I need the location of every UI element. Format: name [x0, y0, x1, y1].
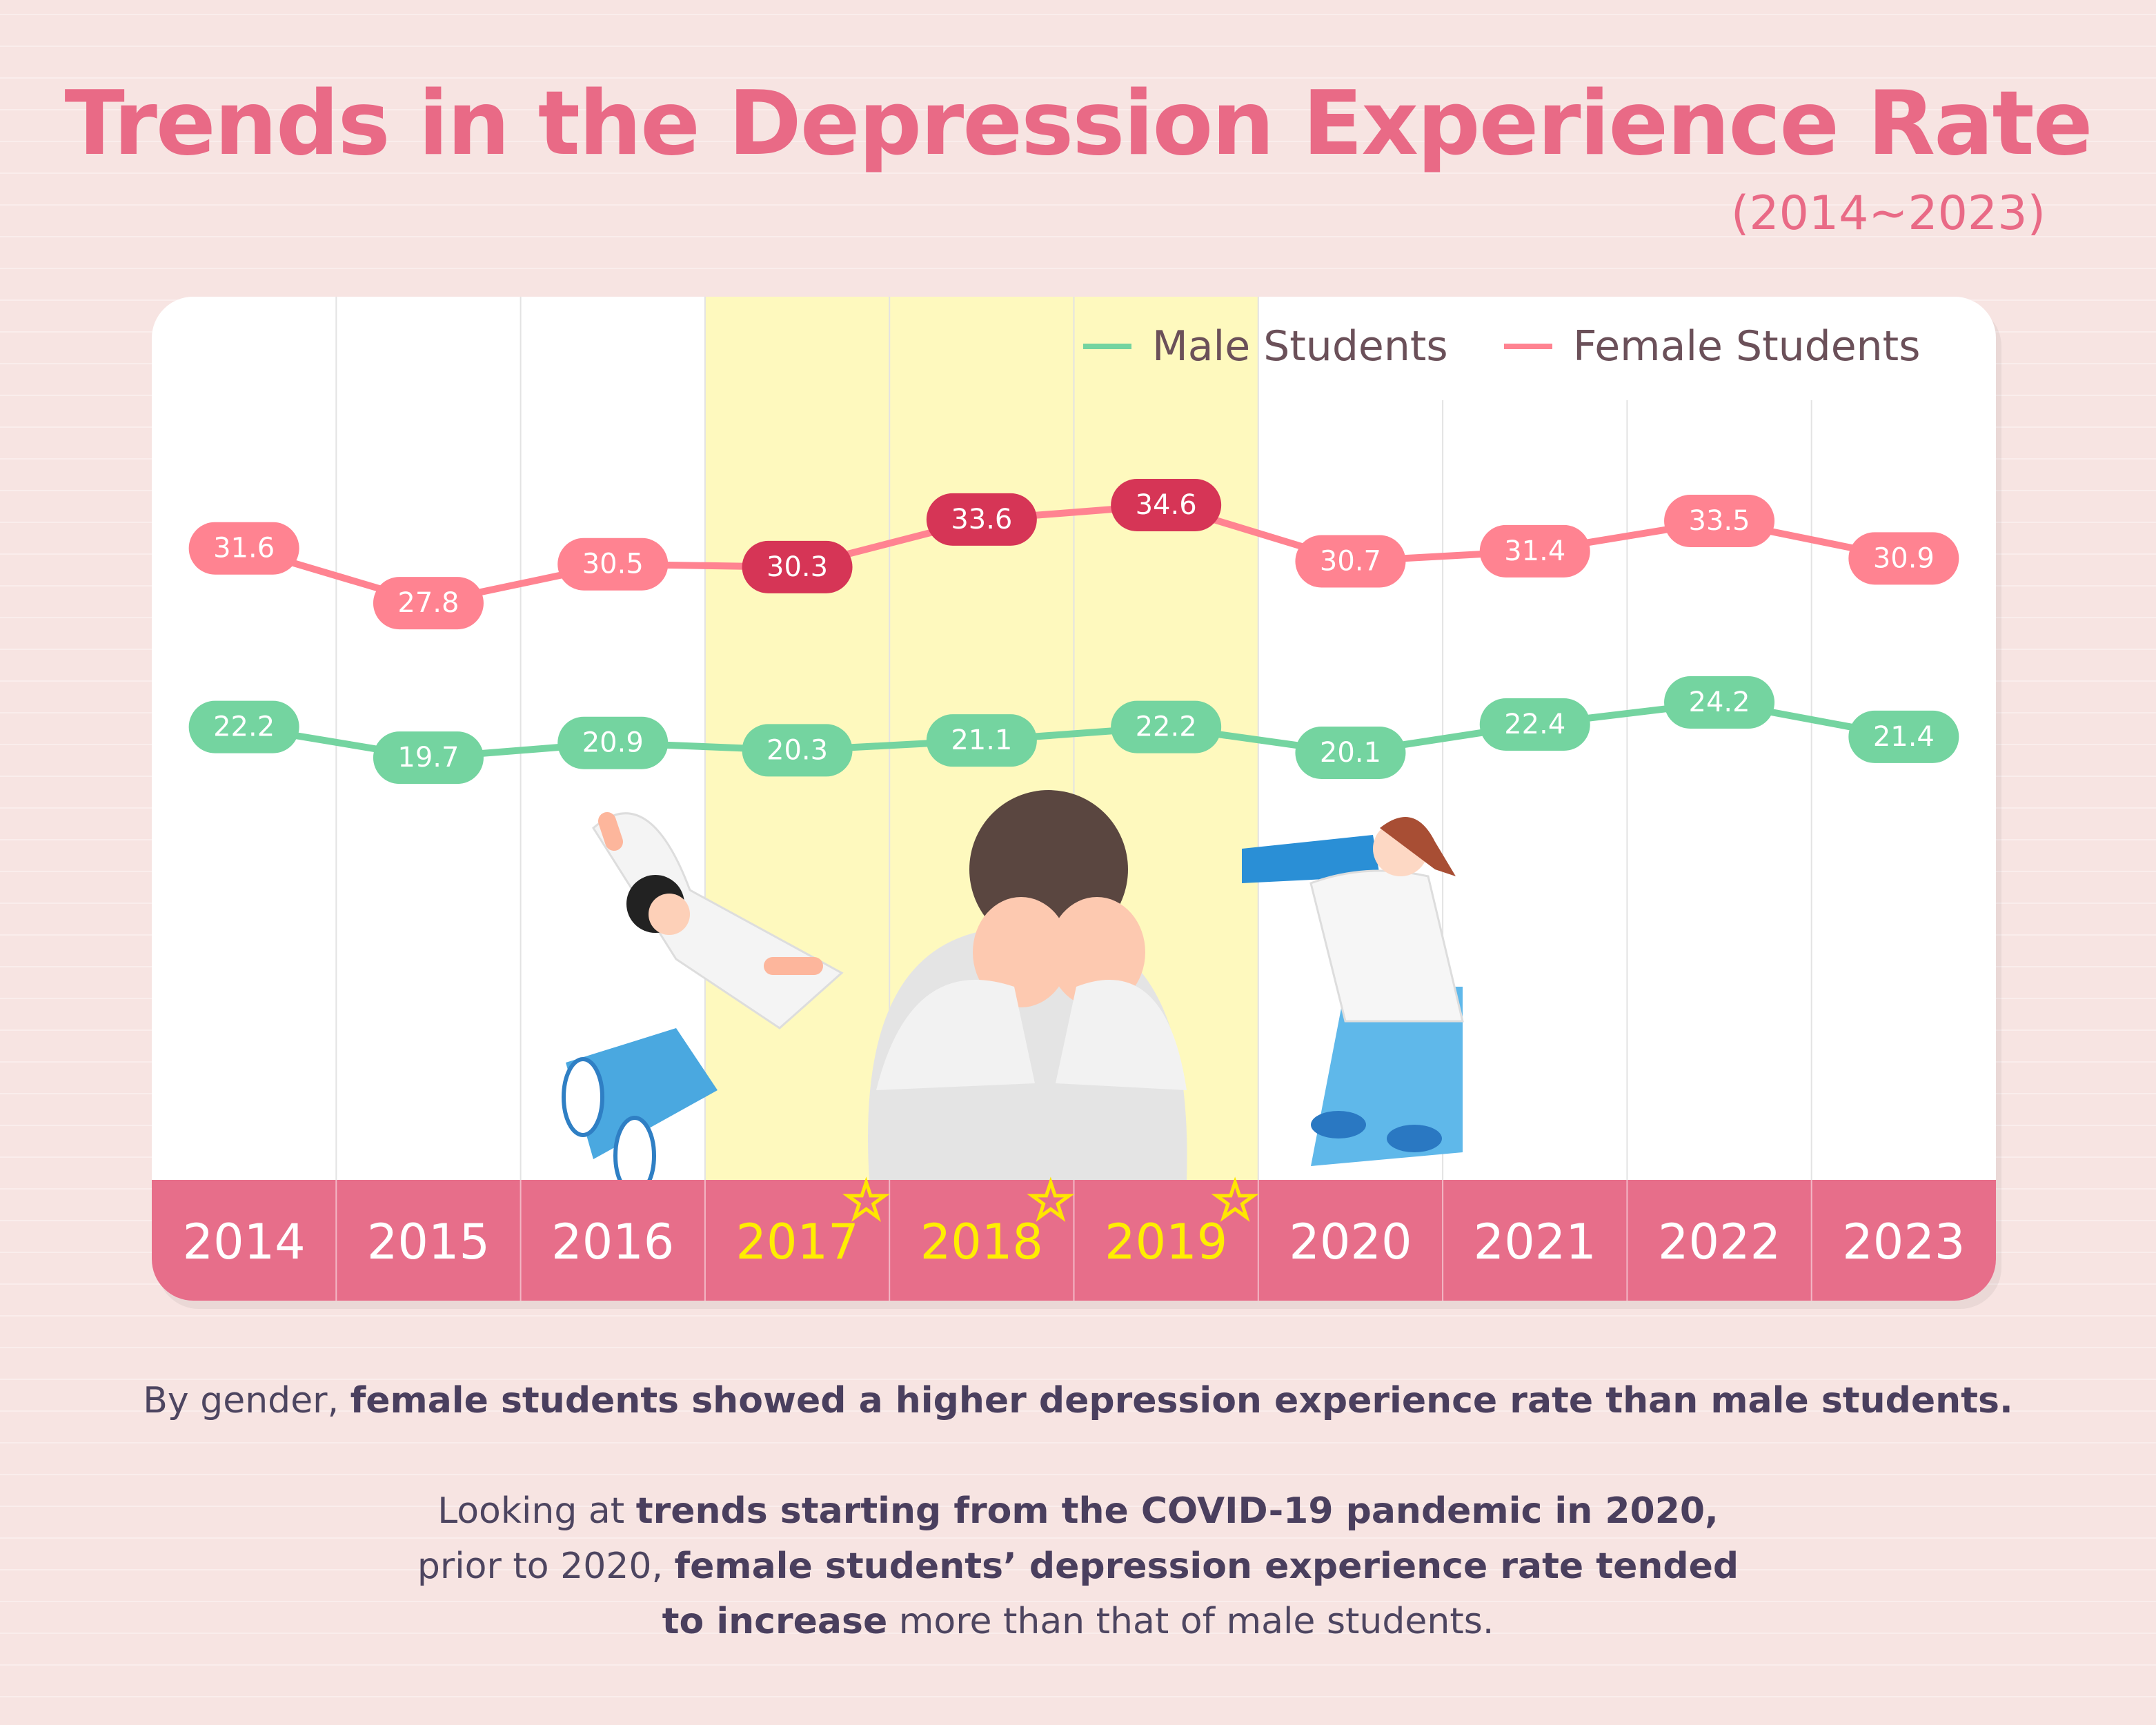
data-point: 24.2: [1664, 676, 1775, 729]
data-point: 22.2: [188, 700, 299, 753]
x-tick-label: 2019: [1105, 1214, 1227, 1270]
x-tick-label: 2018: [920, 1214, 1043, 1270]
data-label-bg: [1111, 700, 1222, 753]
data-point: 30.5: [557, 538, 669, 591]
data-label: 30.9: [1873, 542, 1935, 574]
x-tick-label: 2014: [183, 1214, 306, 1270]
legend-label: Male Students: [1152, 322, 1448, 371]
note-bold: to increase: [662, 1601, 888, 1642]
data-point: 27.8: [373, 577, 484, 630]
data-label-bg: [926, 714, 1037, 767]
data-point: 20.9: [557, 716, 669, 769]
data-point: 20.1: [1295, 726, 1406, 779]
data-label-bg: [1664, 494, 1775, 547]
note-gender: By gender, female students showed a high…: [0, 1373, 2156, 1428]
star-icon: ★: [1214, 1172, 1257, 1229]
data-label: 31.4: [1504, 535, 1565, 567]
note-text: prior to 2020,: [417, 1546, 675, 1587]
data-label: 21.1: [951, 724, 1012, 756]
note-text: more than that of male students.: [887, 1601, 1494, 1642]
data-point: 30.9: [1848, 532, 1959, 585]
data-label: 33.6: [951, 504, 1012, 535]
data-label: 24.2: [1689, 687, 1750, 718]
x-tick-label: 2023: [1842, 1214, 1965, 1270]
telescope-woman-illustration: [1242, 817, 1464, 1166]
data-point: 31.4: [1479, 524, 1590, 578]
series-line: [243, 502, 1905, 607]
data-label: 27.8: [397, 587, 459, 619]
note-text: By gender,: [143, 1380, 350, 1421]
data-point: 33.6: [926, 493, 1037, 546]
data-point: 22.2: [1111, 700, 1222, 753]
data-label-bg: [188, 522, 299, 575]
x-tick-label: 2017: [735, 1214, 858, 1270]
note-text: Looking at: [437, 1490, 636, 1532]
data-label: 22.4: [1504, 709, 1565, 740]
data-label: 30.7: [1320, 546, 1381, 578]
data-label: 20.1: [1320, 737, 1381, 769]
x-tick-label: 2016: [551, 1214, 674, 1270]
data-label: 21.4: [1873, 721, 1935, 753]
data-label-bg: [1848, 710, 1959, 763]
data-label-bg: [742, 724, 853, 777]
illustrations: [562, 790, 1464, 1196]
star-icon: ★: [844, 1172, 888, 1229]
data-label-bg: [742, 540, 853, 593]
data-label-bg: [1295, 726, 1406, 779]
sad-student-illustration: [868, 790, 1187, 1180]
data-label-bg: [1111, 479, 1222, 531]
data-label-bg: [926, 493, 1037, 546]
data-point: 21.1: [926, 714, 1037, 767]
falling-student-illustration: [562, 812, 844, 1196]
data-label-bg: [1479, 698, 1590, 751]
data-label: 20.3: [767, 734, 828, 766]
x-tick-label: 2022: [1658, 1214, 1781, 1270]
data-label-bg: [557, 716, 669, 769]
x-tick-label: 2015: [367, 1214, 490, 1270]
data-label: 22.2: [213, 711, 275, 743]
data-label-bg: [1848, 532, 1959, 585]
x-tick-label: 2020: [1289, 1214, 1412, 1270]
data-point: 34.6: [1111, 479, 1222, 531]
data-label: 20.9: [582, 727, 644, 759]
data-point: 21.4: [1848, 710, 1959, 763]
line-chart: 22.2 19.7 20.9 20.3 21.1 22.2 20.1 22.4 24.2 21.4…: [152, 297, 1996, 1301]
star-icon: ★: [1029, 1172, 1072, 1229]
data-point: 22.4: [1479, 698, 1590, 751]
data-point: 30.7: [1295, 535, 1406, 588]
chart-title: Trends in the Depression Experience Rate: [64, 72, 2093, 175]
data-label-bg: [188, 700, 299, 753]
data-label: 34.6: [1136, 489, 1197, 521]
data-point: 19.7: [373, 731, 484, 785]
legend-label: Female Students: [1573, 322, 1920, 371]
data-point: 33.5: [1664, 494, 1775, 547]
note-trend: Looking at trends starting from the COVI…: [0, 1483, 2156, 1649]
data-label: 19.7: [397, 742, 459, 773]
data-label-bg: [1664, 676, 1775, 729]
data-point: 20.3: [742, 724, 853, 777]
data-label: 30.3: [767, 551, 828, 583]
chart-card: 22.2 19.7 20.9 20.3 21.1 22.2 20.1 22.4 24.2 21.4…: [152, 297, 1996, 1301]
data-label: 22.2: [1136, 711, 1197, 743]
note-bold: female students showed a higher depressi…: [350, 1380, 2013, 1421]
note-bold: trends starting from the COVID-19 pandem…: [635, 1490, 1719, 1532]
x-tick-label: 2021: [1474, 1214, 1596, 1270]
data-label: 30.5: [582, 549, 644, 580]
chart-legend: Male Students Female Students: [1083, 322, 1920, 371]
data-label-bg: [373, 731, 484, 785]
data-label-bg: [1479, 524, 1590, 578]
data-point: 30.3: [742, 540, 853, 593]
note-bold: female students’ depression experience r…: [674, 1546, 1739, 1587]
data-label-bg: [557, 538, 669, 591]
chart-subtitle: (2014~2023): [1730, 186, 2046, 241]
data-label: 31.6: [213, 533, 275, 564]
data-point: 31.6: [188, 522, 299, 575]
data-label-bg: [373, 577, 484, 630]
data-label: 33.5: [1689, 505, 1750, 537]
series-line: [243, 699, 1905, 762]
data-label-bg: [1295, 535, 1406, 588]
